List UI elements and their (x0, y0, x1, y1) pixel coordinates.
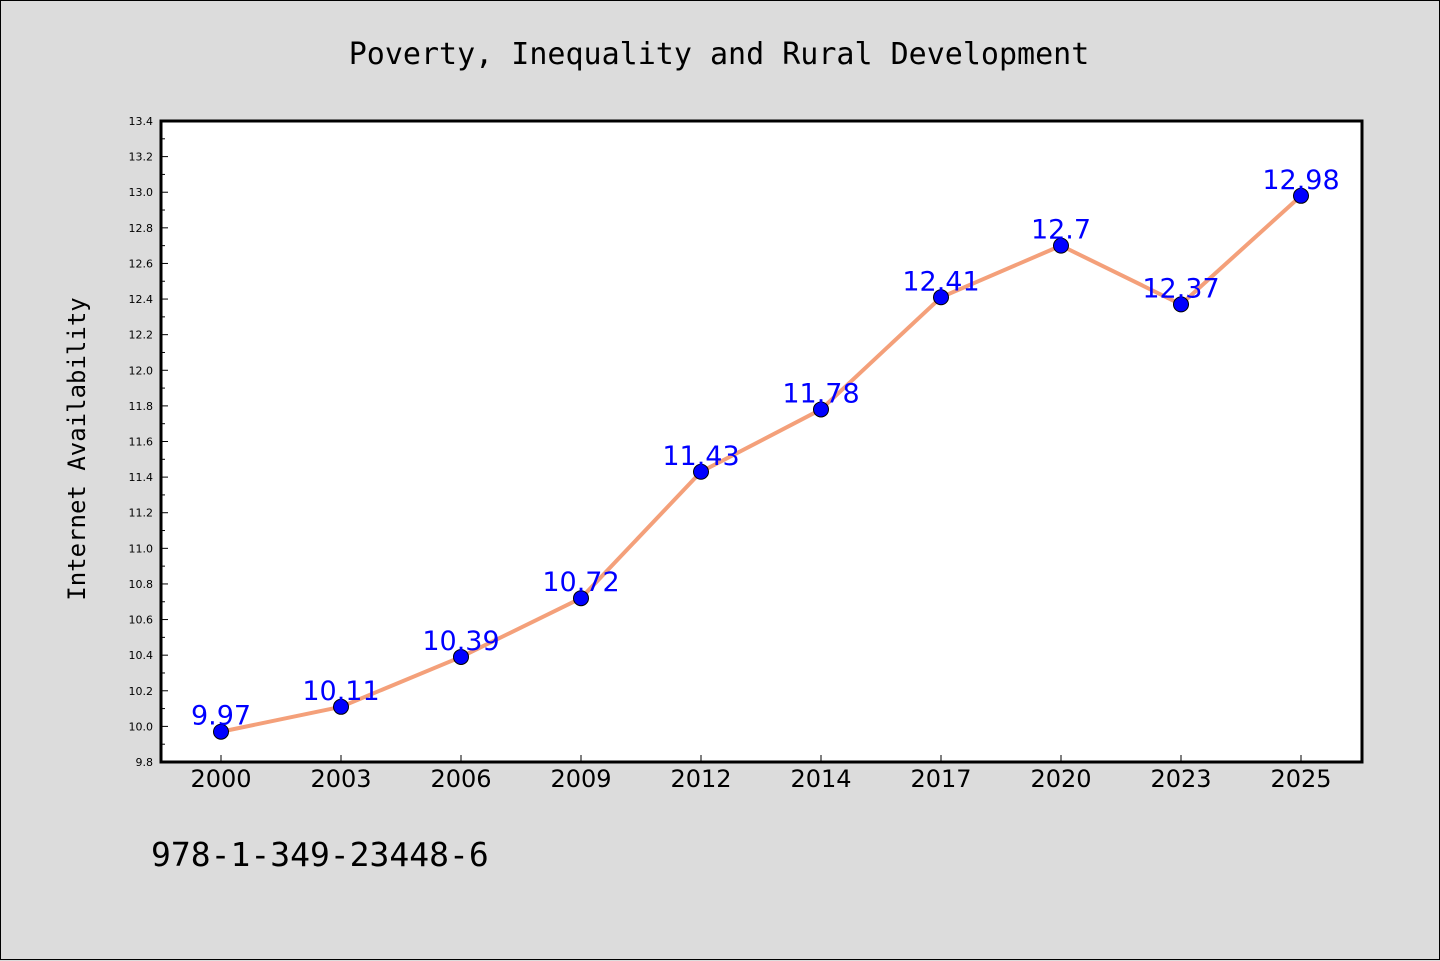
y-tick-label: 10.4 (129, 649, 154, 662)
y-tick-label: 10.8 (129, 578, 154, 591)
data-label: 11.78 (782, 378, 859, 409)
data-point-marker (573, 590, 589, 607)
data-point-marker (1293, 187, 1309, 204)
y-tick-label: 13.0 (129, 186, 154, 199)
x-tick-label: 2023 (1150, 765, 1211, 793)
x-axis: 2000 2003 2006 2009 2012 2014 2017 2020 2023 2025 (190, 755, 1332, 793)
data-point-marker (453, 648, 469, 665)
y-tick-label: 12.0 (129, 364, 154, 377)
series-layer (213, 187, 1309, 740)
y-tick-label: 11.8 (129, 400, 154, 413)
y-tick-label: 9.8 (136, 756, 154, 769)
data-label: 11.43 (662, 441, 739, 472)
chart-title: Poverty, Inequality and Rural Developmen… (349, 37, 1090, 72)
data-point-marker (213, 723, 229, 740)
data-label: 12.41 (902, 266, 979, 297)
data-label: 12.98 (1262, 165, 1339, 196)
y-tick-label: 11.0 (129, 542, 154, 555)
data-point-marker (1053, 237, 1069, 254)
x-tick-label: 2025 (1270, 765, 1331, 793)
data-label-layer: 9.97 10.11 10.39 10.72 11.43 11.78 12.41 12.7 12… (191, 165, 1340, 732)
data-label: 10.11 (302, 676, 379, 707)
x-tick-label: 2000 (190, 765, 251, 793)
data-label: 10.39 (422, 626, 499, 657)
x-tick-label: 2009 (550, 765, 611, 793)
y-tick-label: 10.0 (129, 720, 154, 733)
data-point-marker (813, 401, 829, 418)
data-point-marker (933, 289, 949, 306)
x-tick-label: 2003 (310, 765, 371, 793)
y-tick-label: 10.2 (129, 685, 154, 698)
data-point-marker (333, 698, 349, 715)
y-tick-label: 12.6 (129, 257, 154, 270)
data-label: 12.7 (1031, 215, 1091, 246)
data-point-marker (693, 463, 709, 480)
x-tick-label: 2020 (1030, 765, 1091, 793)
y-tick-label: 11.6 (129, 436, 154, 449)
y-tick-label: 13.2 (129, 151, 154, 164)
x-tick-label: 2012 (670, 765, 731, 793)
data-label: 12.37 (1142, 273, 1219, 304)
y-tick-label: 10.6 (129, 614, 154, 627)
x-tick-label: 2006 (430, 765, 491, 793)
y-tick-label: 11.4 (129, 471, 154, 484)
x-tick-label: 2014 (790, 765, 851, 793)
y-axis: 9.8 10.0 10.2 10.4 10.6 10.8 11.0 11.2 11.4 11.6 1… (129, 115, 168, 769)
y-axis-label: Internet Availability (63, 297, 91, 600)
data-label: 10.72 (542, 567, 619, 598)
y-tick-label: 13.4 (129, 115, 154, 128)
series-line (219, 193, 1303, 734)
y-tick-label: 12.8 (129, 222, 154, 235)
y-tick-label: 12.2 (129, 329, 154, 342)
footnote-isbn: 978-1-349-23448-6 (151, 835, 489, 874)
y-tick-label: 11.2 (129, 507, 154, 520)
y-tick-label: 12.4 (129, 293, 154, 306)
x-tick-label: 2017 (910, 765, 971, 793)
data-point-marker (1173, 296, 1189, 313)
data-label: 9.97 (191, 701, 251, 732)
